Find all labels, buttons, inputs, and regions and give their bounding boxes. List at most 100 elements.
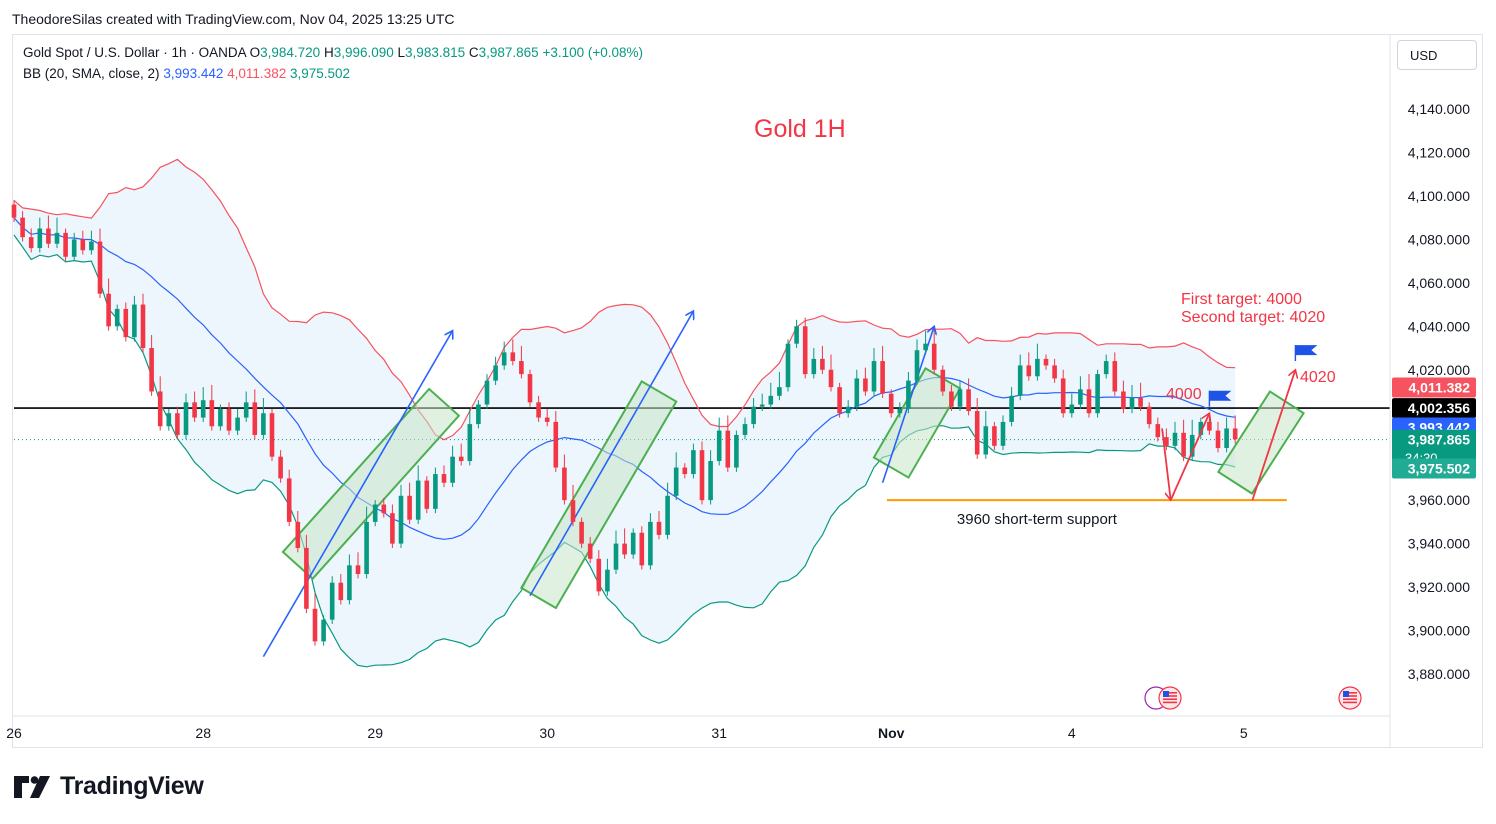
candle — [837, 387, 842, 414]
candle — [785, 343, 791, 388]
candle — [820, 358, 825, 370]
y-axis-tick-label: 3,880.000 — [1408, 666, 1470, 682]
candle — [949, 391, 954, 407]
candle — [914, 350, 920, 381]
currency-button[interactable]: USD — [1397, 40, 1477, 70]
target-flag-4000 — [1209, 390, 1232, 401]
bb-label[interactable]: BB (20, SMA, close, 2) — [23, 66, 160, 81]
candle — [682, 467, 688, 475]
target-flag-4020 — [1295, 345, 1318, 356]
candle — [544, 417, 550, 422]
candle — [596, 558, 602, 592]
change-value: +3.100 (+0.08%) — [542, 45, 644, 60]
candle — [235, 417, 240, 431]
price-label-badge — [1392, 377, 1476, 398]
us-economic-event-icon-stripe — [1163, 698, 1177, 700]
candle — [1043, 358, 1049, 366]
candle — [519, 361, 524, 375]
candle — [510, 352, 516, 362]
x-axis-tick-label: 26 — [6, 725, 22, 741]
candle — [716, 430, 722, 462]
candle — [605, 569, 610, 592]
candle — [536, 402, 541, 418]
x-axis-tick-label: 5 — [1240, 725, 1248, 741]
bollinger-upper-line — [13, 158, 1236, 441]
candle — [304, 547, 309, 609]
candle — [218, 408, 223, 427]
candle — [562, 467, 567, 501]
candle — [321, 619, 326, 642]
us-economic-event-icon-stripe — [1163, 695, 1177, 697]
candle — [579, 521, 584, 544]
candle — [484, 380, 490, 405]
candle — [1232, 428, 1238, 440]
candle — [407, 495, 412, 520]
candle — [553, 421, 559, 468]
candle — [20, 217, 25, 238]
projection-arrow-down — [1161, 428, 1171, 500]
candle — [656, 521, 662, 535]
candle — [1181, 432, 1186, 457]
x-axis-tick-label: 28 — [195, 725, 211, 741]
low-label: L — [397, 45, 406, 60]
candle — [501, 352, 507, 366]
candle — [347, 565, 352, 601]
candle — [1000, 421, 1006, 446]
y-axis-tick-label: 4,140.000 — [1408, 101, 1470, 117]
candle — [476, 404, 481, 425]
candle — [200, 400, 206, 418]
candle — [1009, 395, 1014, 422]
candle — [1103, 361, 1109, 375]
candle — [759, 404, 765, 407]
candle — [37, 228, 43, 249]
candle — [665, 495, 670, 535]
trend-arrow — [529, 311, 693, 597]
bb-lower-value: 3,975.502 — [289, 66, 351, 81]
candle — [11, 204, 17, 218]
y-axis-tick-label: 4,040.000 — [1408, 318, 1470, 334]
us-economic-event-icon-canton — [1163, 691, 1169, 697]
tradingview-logo[interactable]: TradingView — [14, 772, 204, 801]
candle — [794, 326, 799, 344]
candle — [699, 450, 705, 501]
y-axis-tick-label: 4,020.000 — [1408, 362, 1470, 378]
candle — [278, 456, 283, 479]
candle — [398, 495, 404, 544]
candle — [243, 402, 249, 418]
symbol-legend: Gold Spot / U.S. Dollar · 1h · OANDA O3,… — [23, 45, 643, 60]
us-economic-event-icon — [1338, 686, 1362, 710]
support-label: 3960 short-term support — [957, 511, 1118, 528]
candle — [106, 293, 111, 327]
candle — [1129, 398, 1135, 409]
candle — [157, 391, 163, 427]
candle — [1086, 389, 1092, 414]
candle — [1095, 374, 1100, 414]
y-axis-tick-label: 3,960.000 — [1408, 492, 1470, 508]
candle — [648, 521, 653, 566]
candle — [1052, 365, 1057, 379]
trend-arrow — [262, 331, 452, 657]
candle — [63, 232, 68, 257]
candle — [80, 239, 86, 251]
price-label-value: 4,002.356 — [1408, 400, 1470, 416]
rally-box — [281, 387, 461, 581]
candle — [1146, 406, 1152, 425]
symbol-title[interactable]: Gold Spot / U.S. Dollar · 1h · OANDA — [23, 45, 246, 60]
candle — [854, 378, 860, 407]
candle — [441, 474, 447, 483]
brand-name: TradingView — [60, 772, 204, 800]
candle — [286, 478, 292, 522]
us-economic-event-icon-stripe — [1343, 701, 1357, 704]
candle — [89, 241, 94, 251]
close-label: C — [468, 45, 479, 60]
candle — [863, 378, 868, 392]
us-economic-event-icon-stripe — [1163, 701, 1177, 704]
low-value: 3,983.815 — [405, 45, 466, 60]
candle — [587, 543, 593, 559]
candle — [1112, 361, 1118, 392]
candle — [209, 400, 215, 427]
candle — [140, 304, 146, 349]
candle — [132, 304, 137, 338]
candle — [252, 402, 258, 435]
